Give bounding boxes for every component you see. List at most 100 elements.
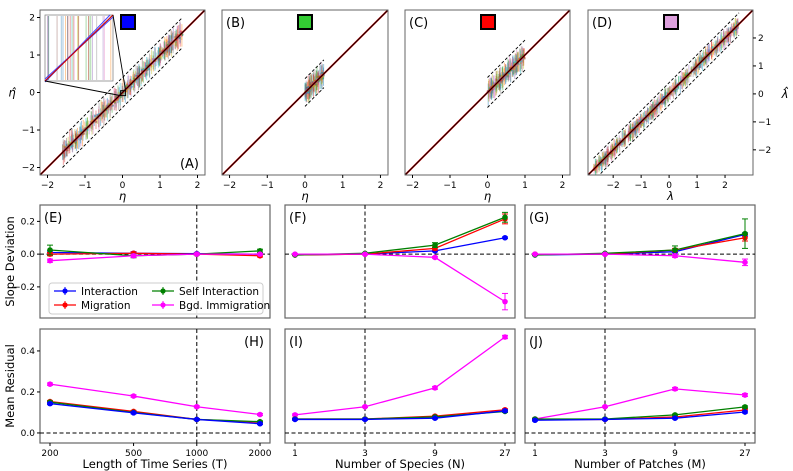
legend-color-swatch <box>297 14 313 30</box>
legend-label: Migration <box>81 300 131 312</box>
series-line-interaction <box>49 402 261 425</box>
estimate-point <box>144 71 147 74</box>
y-tick-label: 0.2 <box>21 217 35 227</box>
data-point <box>47 400 53 407</box>
band-dashed-line <box>304 87 325 107</box>
x-axis-label: λ <box>666 189 674 203</box>
estimate-point <box>65 144 68 147</box>
data-point <box>292 251 298 257</box>
series-line-bgd-immigration <box>535 253 746 263</box>
legend-marker <box>62 288 68 294</box>
legend-marker <box>160 288 166 294</box>
estimate-point <box>516 58 519 61</box>
data-point <box>47 257 53 264</box>
data-point <box>672 247 678 253</box>
axes-frame <box>284 328 516 444</box>
x-tick-label: −2 <box>406 181 419 191</box>
x-axis-label: Number of Species (N) <box>335 457 465 471</box>
x-tick-label: −2 <box>223 181 236 191</box>
x-tick-label: 1 <box>522 181 528 191</box>
x-tick-label: 2 <box>378 181 384 191</box>
estimate-point <box>66 149 69 152</box>
x-tick-label: 1 <box>694 181 700 191</box>
identity-line <box>222 10 388 175</box>
data-point <box>742 392 748 398</box>
inset-connector <box>112 14 127 91</box>
x-axis-label: η <box>301 189 308 203</box>
data-point <box>432 385 438 391</box>
band-dashed-line <box>62 47 183 168</box>
estimate-point <box>614 142 617 146</box>
band-dashed-line <box>487 69 526 108</box>
panel-i: (I) 1 3 9 27 Number of Species (N) <box>284 328 516 471</box>
estimate-point <box>151 58 155 61</box>
data-point <box>292 416 298 423</box>
x-tick-label: −1 <box>261 181 274 191</box>
series-line-bgd-immigration <box>49 253 260 262</box>
estimate-point <box>176 33 179 36</box>
panel-label: (J) <box>529 335 543 350</box>
y-tick-label: −1 <box>758 118 771 128</box>
x-tick-label: −1 <box>443 181 456 191</box>
data-point <box>502 234 508 241</box>
identity-line <box>40 10 205 175</box>
legend-marker <box>160 302 166 308</box>
data-point <box>362 416 368 423</box>
data-point <box>362 251 368 257</box>
data-point <box>432 415 438 421</box>
estimate-point <box>310 88 314 91</box>
estimate-point <box>110 105 113 108</box>
band-dashed-line <box>593 12 740 159</box>
x-tick-label: −1 <box>634 181 647 191</box>
data-point <box>742 409 748 415</box>
estimate-point <box>723 40 726 43</box>
legend-color-swatch <box>480 14 496 30</box>
band-dashed-line <box>487 39 526 78</box>
plot-area <box>405 10 570 175</box>
x-tick-label: 0 <box>485 181 491 191</box>
x-tick-label: 1 <box>157 181 163 191</box>
data-point <box>257 251 263 257</box>
data-point <box>432 242 438 248</box>
x-axis-label: η <box>119 189 126 203</box>
estimate-point <box>171 38 174 41</box>
series-line-self-interaction <box>535 406 746 420</box>
y-tick-label: −2 <box>22 164 35 174</box>
data-point <box>672 415 678 421</box>
data-point <box>47 247 53 253</box>
x-tick-label: 0 <box>120 181 126 191</box>
data-point <box>193 403 200 410</box>
panel-label: (D) <box>592 16 612 31</box>
x-axis-label: η <box>484 189 491 203</box>
inset-source-box <box>120 90 127 97</box>
y-tick-label: 0.2 <box>21 388 35 398</box>
x-tick-label: 200 <box>41 449 58 459</box>
y-tick-label: −2 <box>758 146 771 156</box>
estimate-point <box>93 114 97 118</box>
panel-label: (H) <box>244 335 264 350</box>
y-tick-label: 0 <box>29 89 35 99</box>
data-point <box>257 411 263 418</box>
panel-d: (D) −2 −1 0 1 2 λ −2 −1 0 1 2 λ̂ <box>587 9 789 203</box>
x-tick-label: 3 <box>362 449 368 459</box>
estimate-point <box>117 91 121 95</box>
estimate-point <box>509 65 513 68</box>
legend-label: Self Interaction <box>179 286 259 298</box>
x-tick-label: 2 <box>722 181 728 191</box>
data-point <box>47 381 53 387</box>
x-tick-label: 27 <box>499 449 510 459</box>
x-tick-label: −2 <box>607 181 620 191</box>
estimate-point <box>64 146 67 149</box>
data-point <box>502 408 508 414</box>
estimate-point <box>313 84 316 87</box>
series-line-bgd-immigration <box>49 383 261 416</box>
plot-area <box>222 10 388 175</box>
estimate-point <box>513 61 516 64</box>
data-point <box>742 230 748 237</box>
data-point <box>672 252 678 259</box>
series-line-bgd-immigration <box>534 388 746 420</box>
panel-label: (B) <box>226 16 245 31</box>
y-tick-label: 1 <box>29 51 35 61</box>
legend-label: Interaction <box>81 286 138 298</box>
